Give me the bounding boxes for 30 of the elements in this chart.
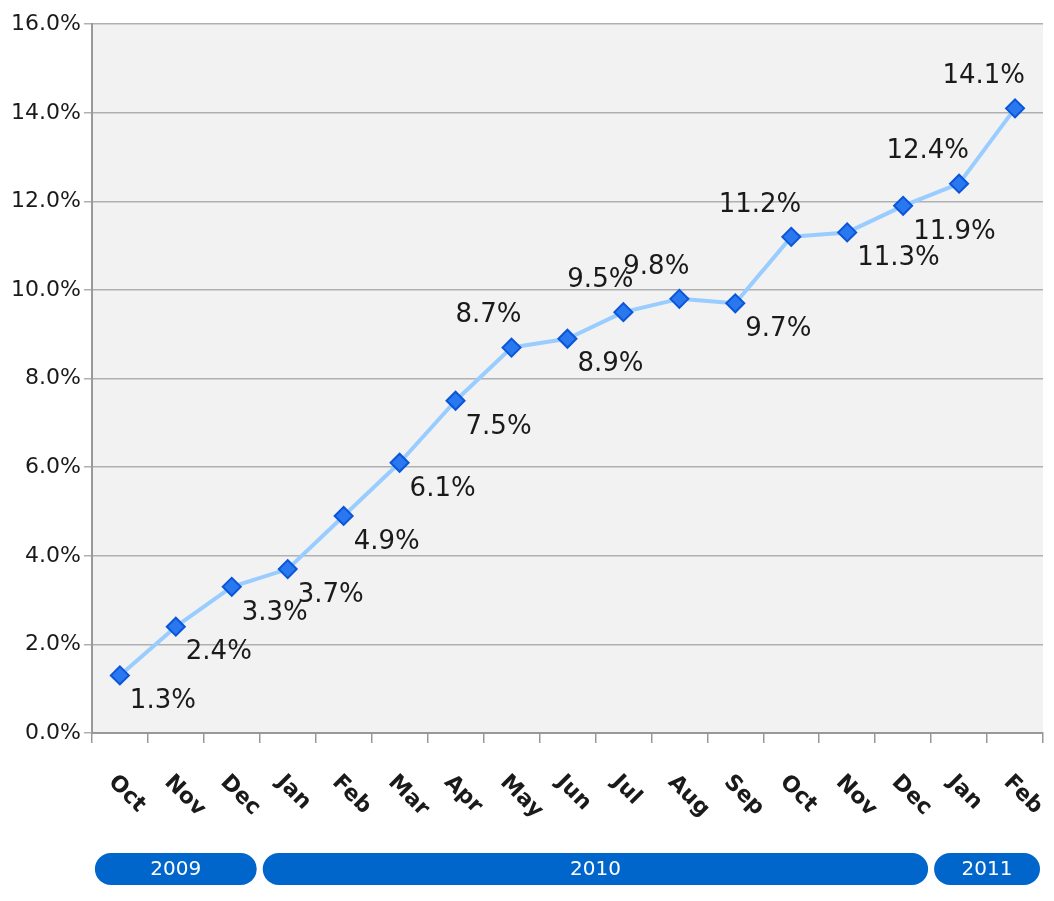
y-tick-label: 2.0%: [24, 630, 81, 656]
x-tick-label: Jan: [942, 767, 989, 814]
y-tick-label: 14.0%: [11, 98, 81, 124]
x-tick-label: Oct: [775, 768, 824, 817]
x-tick-label: Apr: [439, 768, 489, 818]
y-tick-label: 16.0%: [11, 9, 81, 35]
data-label: 2.4%: [185, 635, 252, 666]
data-label: 4.9%: [353, 524, 420, 555]
data-label: 1.3%: [129, 684, 196, 715]
y-tick-label: 6.0%: [24, 452, 81, 478]
data-label: 7.5%: [465, 409, 532, 440]
data-label: 6.1%: [409, 471, 476, 502]
text: 2009: [150, 856, 202, 881]
data-label: 8.7%: [455, 298, 522, 329]
y-tick-label: 0.0%: [24, 718, 81, 744]
data-label: 12.4%: [886, 134, 970, 165]
text: 2011: [961, 856, 1013, 881]
x-tick-label: Jul: [606, 767, 648, 809]
data-label: 14.1%: [942, 59, 1026, 90]
y-tick-label: 12.0%: [11, 187, 81, 213]
x-tick-label: Oct: [104, 768, 153, 817]
x-tick-label: Jan: [270, 767, 318, 814]
data-label: 11.2%: [718, 187, 802, 218]
data-label: 8.9%: [577, 347, 644, 378]
data-label: 9.7%: [745, 312, 812, 343]
x-tick-label: Jun: [550, 767, 598, 815]
text: 2010: [569, 856, 621, 881]
y-tick-label: 4.0%: [24, 541, 81, 567]
y-tick-label: 10.0%: [11, 275, 81, 301]
y-tick-label: 8.0%: [24, 364, 81, 390]
